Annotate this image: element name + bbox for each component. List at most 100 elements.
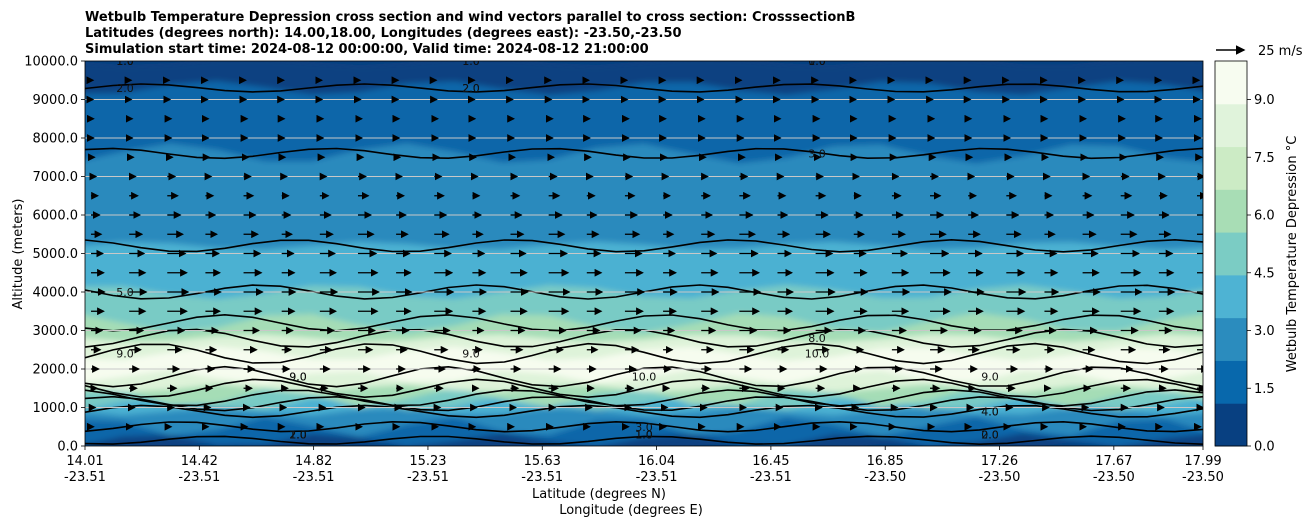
contour-label: 1.0 [116,55,134,68]
contour-line [85,404,1203,419]
x-tick-label-lat: 16.04 [638,454,675,469]
x-tick-label-lon: -23.51 [293,470,335,485]
chart-title-line-3: Simulation start time: 2024-08-12 00:00:… [85,42,649,57]
x-tick-label-lat: 15.63 [524,454,561,469]
plot-area: 1.01.02.03.01.02.01.02.01.01.03.04.05.09… [85,55,1203,446]
x-tick-label-lat: 16.85 [867,454,904,469]
contour-line [85,238,1203,253]
y-axis-label: Altitude (meters) [11,199,26,310]
contour-label: 4.0 [981,405,999,418]
contour-label: 2.0 [981,428,999,441]
contour-lines [85,83,1203,446]
contour-label: 3.0 [808,147,826,160]
contour-line [85,420,1203,433]
wind-vectors [86,76,1203,431]
x-tick-label-lon: -23.50 [1182,470,1224,485]
colorbar-segment [1215,146,1247,190]
contour-label: 1.0 [635,428,653,441]
contour-label: 9.0 [289,371,307,384]
contour-line [85,328,1203,349]
colorbar-tick-label: 1.5 [1254,382,1275,397]
contour-label: 3.0 [635,421,653,434]
colorbar-ticks: 0.0 1.5 3.0 4.5 6.0 7.5 9.0 [1247,93,1275,455]
field-band-9.5 [85,346,1203,384]
x-tick-label-lat: 14.42 [181,454,218,469]
colorbar-tick-label: 0.0 [1254,440,1275,455]
contour-label: 1.0 [289,428,307,441]
contour-label: 0.0 [981,428,999,441]
colorbar-segment [1215,189,1247,233]
y-tick-label: 10000.0 [24,55,78,70]
contour-label: 9.0 [981,371,999,384]
x-tick-label-lat: 16.45 [752,454,789,469]
contour-label: 2.0 [462,82,480,95]
colorbar-tick-label: 9.0 [1254,93,1275,108]
x-tick-label-lon: -23.51 [750,470,792,485]
contour-label: 0.0 [808,55,826,68]
contour-line [85,147,1203,160]
contour-label: 2.0 [116,82,134,95]
contour-label: 1.0 [116,55,134,68]
y-tick-label: 6000.0 [33,209,79,224]
x-tick-label-lon: -23.50 [979,470,1021,485]
contour-label: 9.0 [289,371,307,384]
contour-line [85,378,1203,399]
contour-label: 1.0 [289,428,307,441]
y-tick-label: 5000.0 [33,247,79,262]
contour-label: 2.0 [462,82,480,95]
y-tick-label: 2000.0 [33,363,79,378]
colorbar-tick-label: 7.5 [1254,151,1275,166]
y-tick-label: 4000.0 [33,286,79,301]
contour-label: 1.0 [635,428,653,441]
contour-label: 1.0 [462,55,480,68]
contour-label: 10.0 [805,348,830,361]
colorbar-segment [1215,403,1247,447]
contour-label: 4.0 [981,405,999,418]
contour-labels: 1.01.02.03.01.02.01.02.01.01.03.04.05.09… [116,55,999,441]
colorbar-segment [1215,232,1247,276]
y-tick-label: 7000.0 [33,170,79,185]
x-tick-label-lon: -23.51 [407,470,449,485]
contour-label: 9.0 [462,348,480,361]
x-tick-label-lat: 15.23 [409,454,446,469]
colorbar-segment [1215,61,1247,105]
contour-line [85,342,1203,365]
y-tick-label: 1000.0 [33,401,79,416]
colorbar-tick-label: 3.0 [1254,324,1275,339]
contour-label: 8.0 [808,332,826,345]
contour-label: 2.0 [289,428,307,441]
colorbar-tick-label: 6.0 [1254,209,1275,224]
contour-line [85,83,1203,93]
y-tick-label: 9000.0 [33,93,79,108]
colorbar-tick-label: 4.5 [1254,266,1275,281]
y-axis: 0.0 1000.0 2000.0 3000.0 4000.0 5000.0 6000.0 7… [24,55,85,455]
contour-label: 2.0 [289,428,307,441]
x-tick-label-lon: -23.50 [1093,470,1135,485]
x-tick-label-lat: 17.26 [981,454,1018,469]
chart-title-line-1: Wetbulb Temperature Depression cross sec… [85,10,855,25]
x-tick-label-lon: -23.51 [178,470,220,485]
colorbar-segment [1215,103,1247,148]
y-tick-label: 0.0 [57,440,78,455]
x-axis: 14.01-23.5114.42-23.5114.82-23.5115.23-2… [64,446,1224,485]
contour-label: 1.0 [116,55,134,68]
x-tick-label-lat: 17.67 [1095,454,1132,469]
colorbar-segment [1215,360,1247,404]
y-tick-label: 3000.0 [33,324,79,339]
x-tick-label-lat: 17.99 [1184,454,1221,469]
colorbar-label: Wetbulb Temperature Depression °C [1285,136,1300,373]
contour-line [85,435,1203,446]
colorbar-frame [1214,60,1248,447]
contour-label: 1.0 [808,55,826,68]
x-tick-label-lon: -23.51 [521,470,563,485]
contour-label: 5.0 [116,286,134,299]
contour-label: 10.0 [632,371,657,384]
x-axis-label-longitude: Longitude (degrees E) [559,503,703,518]
x-axis-label-latitude: Latitude (degrees N) [532,487,666,502]
colorbar-segment [1215,274,1247,319]
colorbar-segment [1215,317,1247,361]
x-tick-label-lat: 14.01 [66,454,103,469]
x-tick-label-lon: -23.51 [64,470,106,485]
x-tick-label-lon: -23.50 [864,470,906,485]
